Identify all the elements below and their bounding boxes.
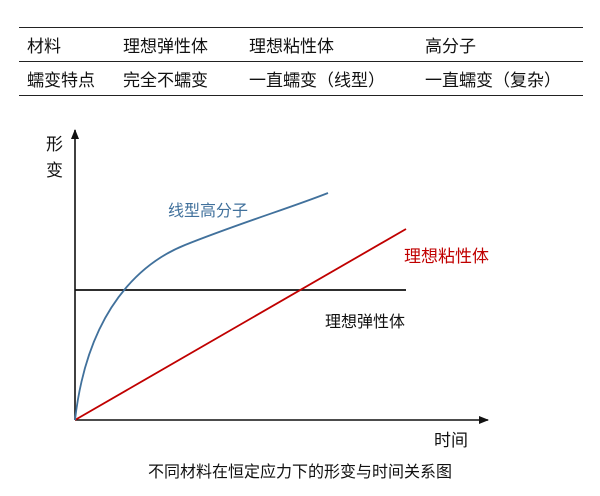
y-axis-label-bottom: 变 [46, 161, 63, 181]
figure-caption: 不同材料在恒定应力下的形变与时间关系图 [147, 462, 452, 481]
viscous-curve-label: 理想粘性体 [404, 247, 489, 267]
table-row: 蠕变特点 完全不蠕变 一直蠕变（线型） 一直蠕变（复杂） [19, 61, 583, 96]
header-cell-viscous: 理想粘性体 [241, 27, 417, 62]
row-cell-elastic: 完全不蠕变 [115, 61, 241, 96]
row-cell-feature: 蠕变特点 [19, 61, 115, 96]
header-cell-polymer: 高分子 [417, 27, 583, 62]
x-axis-label: 时间 [434, 431, 468, 451]
header-cell-material: 材料 [19, 27, 115, 62]
row-cell-viscous: 一直蠕变（线型） [241, 61, 417, 96]
table-header-row: 材料 理想弹性体 理想粘性体 高分子 [19, 27, 583, 62]
polymer-curve [74, 192, 329, 421]
creep-comparison-table: 材料 理想弹性体 理想粘性体 高分子 蠕变特点 完全不蠕变 一直蠕变（线型） 一… [19, 27, 583, 96]
viscous-curve [74, 228, 407, 421]
row-cell-polymer: 一直蠕变（复杂） [417, 61, 583, 96]
y-axis-label-top: 形 [46, 135, 63, 155]
polymer-curve-label: 线型高分子 [168, 201, 248, 220]
elastic-curve-label: 理想弹性体 [325, 312, 405, 331]
header-cell-elastic: 理想弹性体 [115, 27, 241, 62]
